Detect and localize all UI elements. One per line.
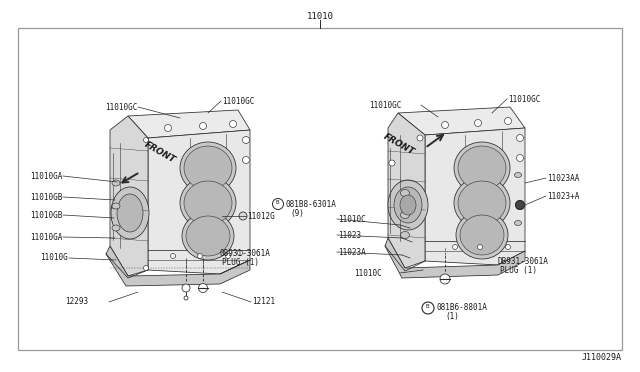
Ellipse shape [401, 231, 410, 238]
Text: PLUG (1): PLUG (1) [500, 266, 537, 275]
Circle shape [516, 135, 524, 141]
Circle shape [442, 122, 449, 128]
Circle shape [515, 201, 525, 209]
Circle shape [200, 122, 207, 129]
Circle shape [143, 138, 148, 142]
Circle shape [440, 274, 450, 284]
Circle shape [170, 253, 175, 259]
Ellipse shape [184, 181, 232, 225]
Text: 11010GC: 11010GC [104, 103, 137, 112]
Ellipse shape [401, 212, 410, 218]
Text: PLUG (1): PLUG (1) [222, 257, 259, 266]
Ellipse shape [401, 189, 410, 196]
Ellipse shape [112, 203, 120, 209]
Circle shape [143, 266, 148, 270]
Text: 11010: 11010 [307, 12, 333, 20]
Polygon shape [385, 238, 525, 278]
Text: 08931-3061A: 08931-3061A [220, 248, 271, 257]
Text: B: B [425, 304, 429, 308]
Circle shape [506, 244, 511, 250]
Text: 11010GA: 11010GA [29, 171, 62, 180]
Text: DB931-3061A: DB931-3061A [498, 257, 549, 266]
Polygon shape [106, 246, 250, 286]
Bar [18, 28, 622, 350]
Circle shape [225, 253, 230, 259]
Ellipse shape [180, 142, 236, 194]
Text: FRONT: FRONT [143, 140, 177, 165]
Polygon shape [128, 110, 250, 138]
Text: 081B8-6301A: 081B8-6301A [286, 199, 337, 208]
Polygon shape [148, 130, 250, 274]
Ellipse shape [112, 225, 120, 231]
Text: 11010GC: 11010GC [370, 100, 402, 109]
Circle shape [198, 283, 207, 292]
Text: 11010GB: 11010GB [29, 192, 62, 202]
Polygon shape [425, 128, 525, 265]
Polygon shape [110, 116, 148, 276]
Ellipse shape [394, 187, 422, 223]
Text: 12121: 12121 [252, 298, 275, 307]
Text: 11012G: 11012G [247, 212, 275, 221]
Text: 11010C: 11010C [355, 269, 382, 278]
Ellipse shape [182, 212, 234, 260]
Ellipse shape [184, 146, 232, 190]
Circle shape [243, 137, 250, 144]
Ellipse shape [111, 187, 149, 239]
Ellipse shape [400, 195, 416, 215]
Circle shape [230, 121, 237, 128]
Ellipse shape [515, 173, 522, 177]
Ellipse shape [454, 142, 510, 194]
Ellipse shape [112, 180, 120, 186]
Text: 11010GC: 11010GC [508, 94, 540, 103]
Text: 11023: 11023 [338, 231, 361, 240]
Ellipse shape [180, 177, 236, 229]
Circle shape [477, 244, 483, 250]
Circle shape [239, 212, 247, 220]
Circle shape [243, 157, 250, 164]
Circle shape [184, 296, 188, 300]
Circle shape [273, 199, 284, 209]
Circle shape [516, 154, 524, 161]
Text: FRONT: FRONT [382, 132, 416, 157]
Circle shape [474, 119, 481, 126]
Text: 11010C: 11010C [338, 215, 365, 224]
Ellipse shape [460, 215, 504, 255]
Circle shape [198, 253, 202, 259]
Ellipse shape [117, 194, 143, 232]
Text: 11010GB: 11010GB [29, 211, 62, 219]
Circle shape [515, 201, 525, 209]
Ellipse shape [388, 180, 428, 230]
Text: 11010GA: 11010GA [29, 232, 62, 241]
Text: 11023+A: 11023+A [547, 192, 579, 201]
Circle shape [237, 250, 243, 256]
Circle shape [164, 125, 172, 131]
Ellipse shape [454, 177, 510, 229]
Circle shape [182, 284, 190, 292]
Circle shape [185, 297, 187, 299]
Text: 12293: 12293 [65, 298, 88, 307]
Ellipse shape [458, 181, 506, 225]
Ellipse shape [186, 216, 230, 256]
Circle shape [452, 244, 458, 250]
Text: B: B [275, 199, 279, 205]
Ellipse shape [456, 211, 508, 259]
Polygon shape [398, 107, 525, 135]
Text: (1): (1) [445, 312, 459, 321]
Text: 081B6-8801A: 081B6-8801A [437, 304, 488, 312]
Circle shape [504, 118, 511, 125]
Text: 11010G: 11010G [40, 253, 68, 263]
Ellipse shape [515, 221, 522, 225]
Circle shape [417, 135, 423, 141]
Text: (9): (9) [290, 208, 304, 218]
Text: 11023A: 11023A [338, 247, 365, 257]
Polygon shape [388, 113, 425, 268]
Circle shape [422, 302, 434, 314]
Text: 11010GC: 11010GC [222, 96, 254, 106]
Text: 11023AA: 11023AA [547, 173, 579, 183]
Text: J110029A: J110029A [582, 353, 622, 362]
Ellipse shape [458, 146, 506, 190]
Circle shape [389, 160, 395, 166]
